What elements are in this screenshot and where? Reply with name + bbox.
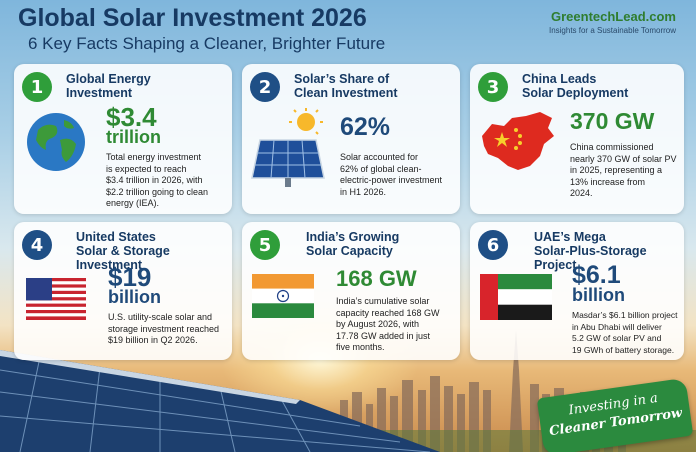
card-title: Solar’s Share of Clean Investment: [294, 72, 398, 100]
page-title: Global Solar Investment 2026: [18, 4, 367, 32]
fact-card-6: 6 UAE’s Mega Solar-Plus-Storage Project $…: [470, 222, 684, 360]
fact-card-5: 5 India’s Growing Solar Capacity 168 GW I…: [242, 222, 460, 360]
card-description: China commissioned nearly 370 GW of solar…: [570, 142, 677, 198]
brand-name: GreentechLead.com: [551, 9, 676, 24]
card-number: 6: [478, 230, 508, 260]
header: Global Solar Investment 2026 6 Key Facts…: [0, 0, 696, 58]
card-description: U.S. utility-scale solar and storage inve…: [108, 312, 220, 345]
card-value: 62%: [340, 113, 391, 141]
card-value: $6.1 billion: [572, 261, 625, 305]
fact-card-2: 2 Solar’s Share of Clean Investment 62% S…: [242, 64, 460, 214]
card-description: Masdar’s $6.1 billion project in Abu Dhab…: [572, 310, 678, 355]
card-title: Global Energy Investment: [66, 72, 151, 100]
card-title: UAE’s Mega Solar-Plus-Storage Project: [534, 230, 647, 272]
solar-panel-field: [0, 350, 440, 452]
card-number: 2: [250, 72, 280, 102]
solar-panel-icon: [251, 108, 325, 187]
card-description: Total energy investment is expected to re…: [106, 152, 209, 208]
brand-tagline: Insights for a Sustainable Tomorrow: [548, 26, 676, 35]
card-description: India’s cumulative solar capacity reached…: [336, 296, 440, 352]
card-number: 3: [478, 72, 508, 102]
card-title: China Leads Solar Deployment: [522, 72, 629, 100]
fact-card-3: 3 China Leads Solar Deployment 370 GW Chi…: [470, 64, 684, 214]
page-subtitle: 6 Key Facts Shaping a Cleaner, Brighter …: [28, 34, 386, 53]
china-map-icon: [482, 112, 554, 170]
card-title: India’s Growing Solar Capacity: [306, 230, 400, 258]
fact-card-4: 4 United States Solar & Storage Investmen…: [14, 222, 232, 360]
card-title: United States Solar & Storage Investment: [76, 230, 170, 272]
brand-logo: GreentechLead.com Insights for a Sustain…: [549, 9, 676, 35]
card-value: 168 GW: [336, 266, 417, 291]
card-number: 4: [22, 230, 52, 260]
badge-text: Investing in a Cleaner Tomorrow: [548, 390, 684, 440]
card-value: $3.4 trillion: [106, 102, 161, 147]
india-flag-icon: [252, 274, 314, 318]
uae-flag-icon: [480, 274, 552, 320]
card-value: $19 billion: [108, 262, 161, 307]
us-flag-icon: [26, 278, 86, 320]
card-number: 5: [250, 230, 280, 260]
globe-icon: [27, 113, 85, 171]
fact-card-1: 1 Global Energy Investment $3.4 trillion …: [14, 64, 232, 214]
card-value: 370 GW: [570, 108, 655, 134]
card-description: Solar accounted for 62% of global clean-e…: [340, 152, 443, 197]
card-number: 1: [22, 72, 52, 102]
